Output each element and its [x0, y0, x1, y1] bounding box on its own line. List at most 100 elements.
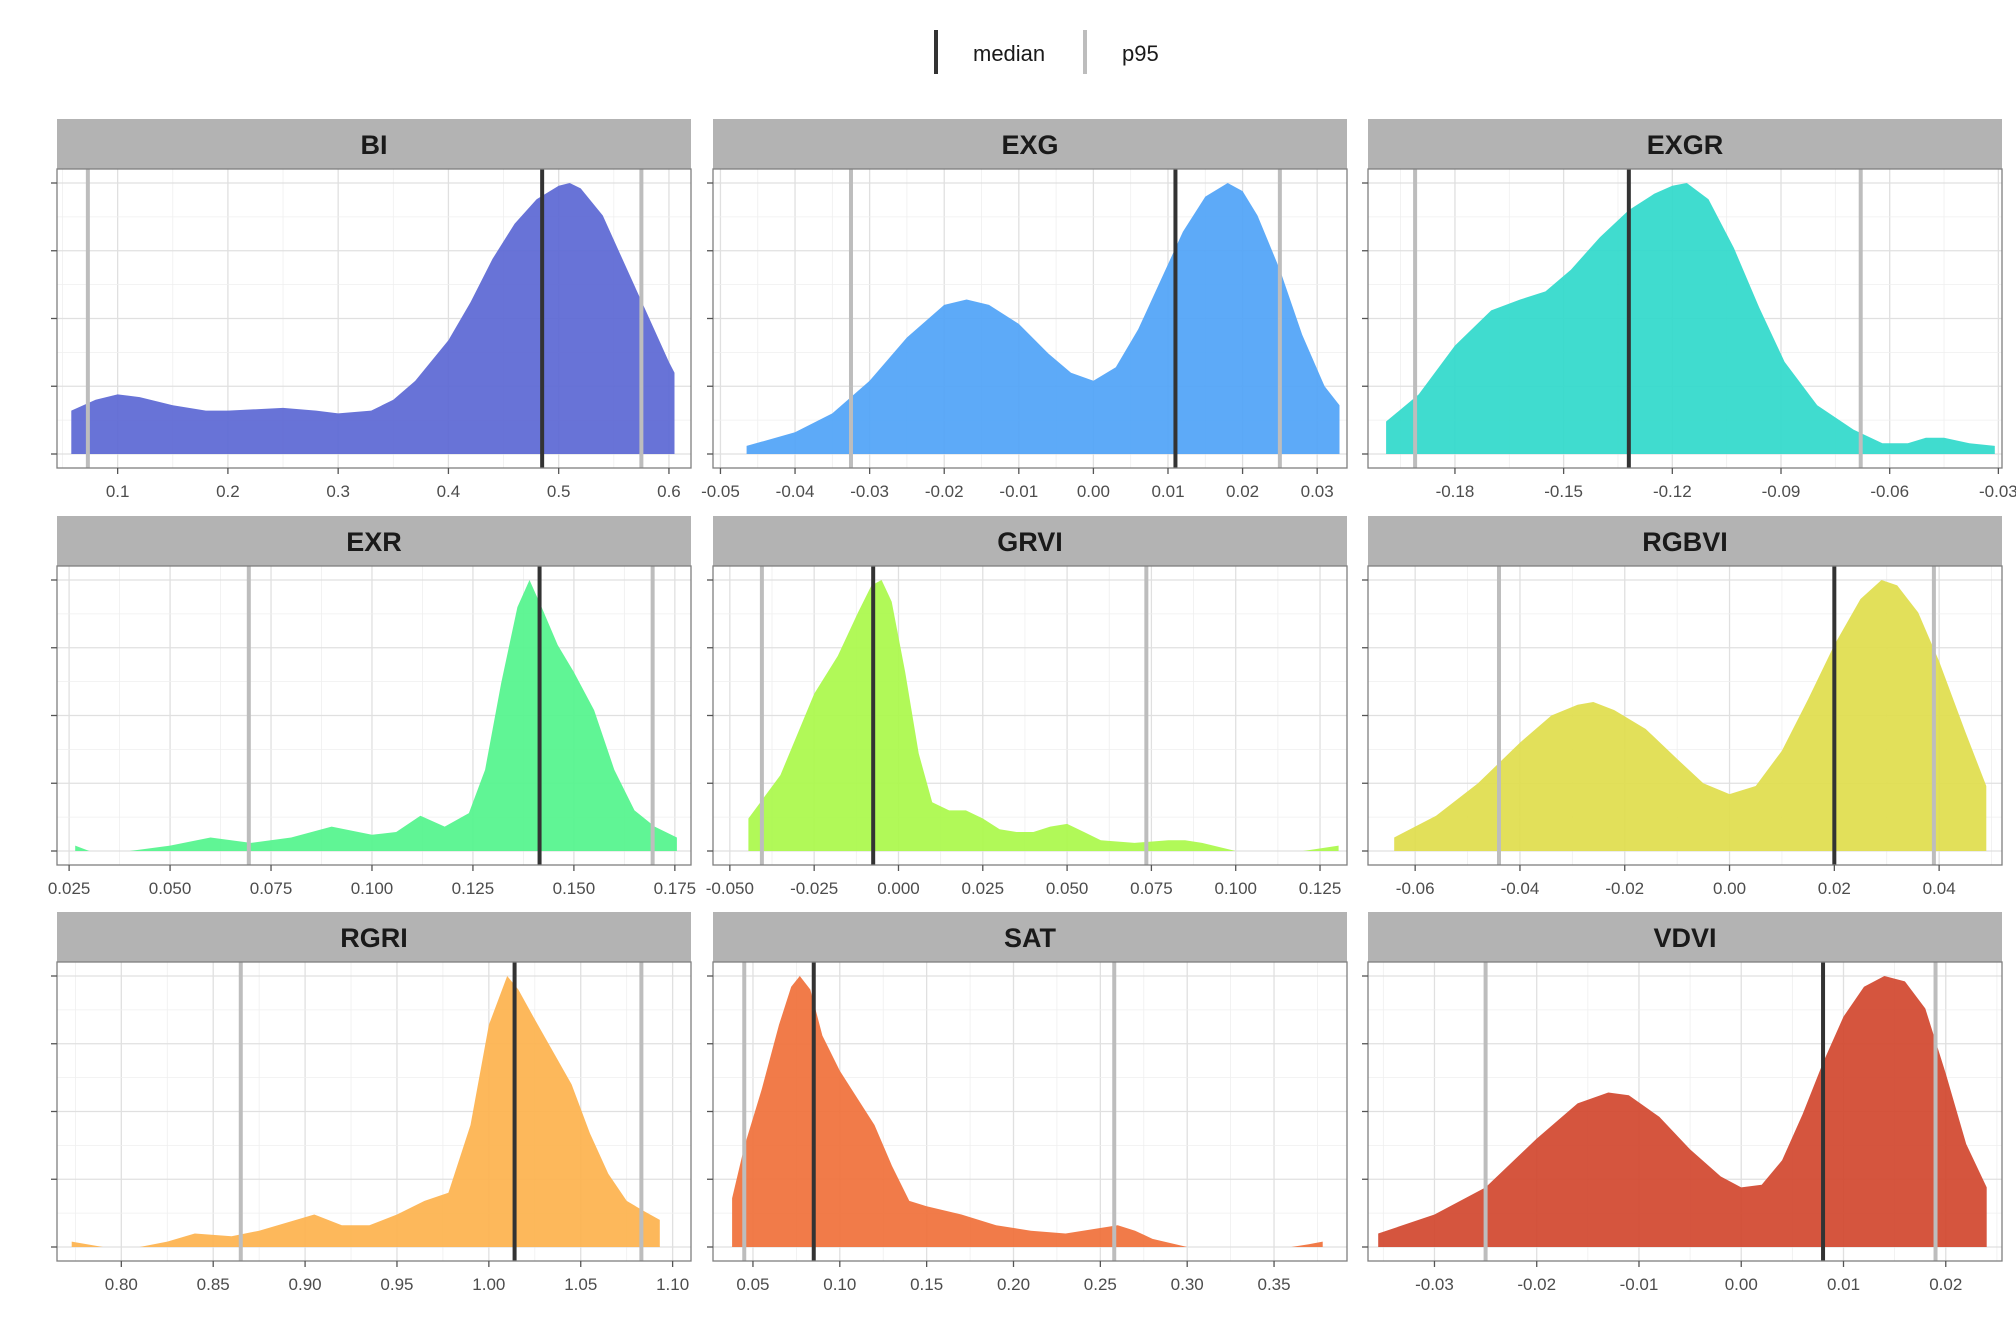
- x-tick-label-rgri: 1.05: [564, 1275, 597, 1294]
- x-tick-label-exg: 0.01: [1151, 482, 1184, 501]
- panel-rgbvi: RGBVI -0.06 -0.04 -0.02 0.00 0.02 0.04: [1362, 516, 2003, 898]
- strip-sat: [713, 912, 1347, 962]
- legend: median p95: [934, 30, 1159, 74]
- panel-vdvi: VDVI -0.03 -0.02 -0.01 0.00 0.01 0.02: [1362, 912, 2003, 1294]
- x-tick-label-exr: 0.100: [351, 879, 394, 898]
- panel-title-rgri: RGRI: [340, 923, 408, 953]
- x-tick-label-exg: -0.04: [776, 482, 815, 501]
- x-tick-label-exg: 0.02: [1226, 482, 1259, 501]
- x-tick-label-bi: 0.3: [326, 482, 350, 501]
- density-area-exr: [75, 580, 677, 851]
- strip-vdvi: [1368, 912, 2002, 962]
- x-tick-label-rgbvi: -0.06: [1396, 879, 1435, 898]
- x-tick-label-vdvi: 0.00: [1725, 1275, 1758, 1294]
- x-tick-label-rgbvi: -0.04: [1501, 879, 1540, 898]
- x-tick-label-exr: 0.075: [250, 879, 293, 898]
- strip-rgri: [57, 912, 691, 962]
- x-tick-label-sat: 0.15: [910, 1275, 943, 1294]
- strip-exr: [57, 516, 691, 566]
- legend-label-median: median: [973, 41, 1045, 66]
- strip-bi: [57, 119, 691, 169]
- panel-title-bi: BI: [361, 130, 388, 160]
- x-tick-label-exgr: -0.09: [1762, 482, 1801, 501]
- x-tick-label-sat: 0.35: [1257, 1275, 1290, 1294]
- x-tick-label-rgri: 0.80: [105, 1275, 138, 1294]
- x-tick-label-grvi: 0.075: [1130, 879, 1173, 898]
- panel-sat: SAT 0.05 0.10 0.15 0.20 0.25 0.30 0.35: [707, 912, 1348, 1294]
- x-tick-label-vdvi: 0.02: [1929, 1275, 1962, 1294]
- x-tick-label-grvi: 0.125: [1299, 879, 1342, 898]
- x-tick-label-grvi: 0.000: [877, 879, 920, 898]
- x-tick-label-rgri: 0.85: [197, 1275, 230, 1294]
- x-tick-label-exg: -0.01: [999, 482, 1038, 501]
- density-area-bi: [71, 183, 675, 454]
- strip-grvi: [713, 516, 1347, 566]
- panel-title-exr: EXR: [346, 527, 402, 557]
- x-tick-label-exr: 0.150: [553, 879, 596, 898]
- x-tick-label-rgri: 1.00: [472, 1275, 505, 1294]
- x-tick-label-exg: -0.02: [925, 482, 964, 501]
- x-tick-label-rgri: 0.90: [289, 1275, 322, 1294]
- x-tick-label-vdvi: 0.01: [1827, 1275, 1860, 1294]
- panel-title-sat: SAT: [1004, 923, 1057, 953]
- panel-exg: EXG -0.05 -0.04 -0.03 -0.02 -0.01 0.00 0.01 0.02…: [701, 119, 1348, 501]
- x-tick-label-grvi: -0.025: [790, 879, 838, 898]
- x-tick-label-exr: 0.050: [149, 879, 192, 898]
- density-area-vdvi: [1378, 976, 1987, 1247]
- x-tick-label-exg: 0.00: [1077, 482, 1110, 501]
- density-area-grvi: [748, 580, 1339, 851]
- density-area-exg: [746, 183, 1340, 454]
- x-tick-label-exgr: -0.15: [1544, 482, 1583, 501]
- x-tick-label-rgri: 1.10: [656, 1275, 689, 1294]
- x-tick-label-grvi: 0.100: [1214, 879, 1257, 898]
- panel-rgri: RGRI 0.80 0.85 0.90 0.95 1.00 1.05 1.10: [51, 912, 692, 1294]
- x-tick-label-rgbvi: 0.00: [1713, 879, 1746, 898]
- x-tick-label-rgbvi: 0.02: [1818, 879, 1851, 898]
- x-tick-label-rgri: 0.95: [380, 1275, 413, 1294]
- legend-item-p95: p95: [1083, 30, 1159, 74]
- x-tick-label-grvi: 0.050: [1046, 879, 1089, 898]
- panel-title-grvi: GRVI: [997, 527, 1063, 557]
- x-tick-label-exg: -0.05: [701, 482, 740, 501]
- x-tick-label-sat: 0.10: [823, 1275, 856, 1294]
- x-tick-label-bi: 0.1: [106, 482, 130, 501]
- x-tick-label-exr: 0.025: [48, 879, 91, 898]
- x-tick-label-rgbvi: 0.04: [1923, 879, 1956, 898]
- x-tick-label-vdvi: -0.01: [1620, 1275, 1659, 1294]
- density-area-sat: [732, 976, 1323, 1247]
- panel-exr: EXR 0.025 0.050 0.075 0.100 0.125 0.150 0.175: [48, 516, 696, 898]
- facet-panels: BI 0.1 0.2 0.3 0.4 0.5 0.6 EXG -0.05 -0.04 -0.03 -0…: [48, 119, 2016, 1294]
- panel-bi: BI 0.1 0.2 0.3 0.4 0.5 0.6: [51, 119, 692, 501]
- legend-label-p95: p95: [1122, 41, 1159, 66]
- panel-grvi: GRVI -0.050 -0.025 0.000 0.025 0.050 0.075 0.10…: [706, 516, 1348, 898]
- panel-title-rgbvi: RGBVI: [1642, 527, 1728, 557]
- x-tick-label-sat: 0.25: [1084, 1275, 1117, 1294]
- density-area-exgr: [1386, 183, 1995, 454]
- panel-title-vdvi: VDVI: [1653, 923, 1716, 953]
- x-tick-label-exr: 0.175: [654, 879, 697, 898]
- strip-rgbvi: [1368, 516, 2002, 566]
- x-tick-label-exg: 0.03: [1301, 482, 1334, 501]
- strip-exgr: [1368, 119, 2002, 169]
- legend-item-median: median: [934, 30, 1045, 74]
- x-tick-label-exr: 0.125: [452, 879, 495, 898]
- x-tick-label-exgr: -0.12: [1653, 482, 1692, 501]
- x-tick-label-bi: 0.6: [657, 482, 681, 501]
- x-tick-label-exgr: -0.03: [1979, 482, 2016, 501]
- x-tick-label-rgbvi: -0.02: [1605, 879, 1644, 898]
- x-tick-label-sat: 0.05: [736, 1275, 769, 1294]
- x-tick-label-bi: 0.5: [547, 482, 571, 501]
- x-tick-label-grvi: -0.050: [706, 879, 754, 898]
- x-tick-label-bi: 0.2: [216, 482, 240, 501]
- x-tick-label-exg: -0.03: [850, 482, 889, 501]
- x-tick-label-exgr: -0.06: [1870, 482, 1909, 501]
- density-area-rgbvi: [1394, 580, 1987, 851]
- strip-exg: [713, 119, 1347, 169]
- x-tick-label-grvi: 0.025: [962, 879, 1005, 898]
- x-tick-label-vdvi: -0.03: [1415, 1275, 1454, 1294]
- panel-title-exgr: EXGR: [1647, 130, 1724, 160]
- panel-exgr: EXGR -0.18 -0.15 -0.12 -0.09 -0.06 -0.03: [1362, 119, 2016, 501]
- panel-title-exg: EXG: [1001, 130, 1058, 160]
- x-tick-label-sat: 0.20: [997, 1275, 1030, 1294]
